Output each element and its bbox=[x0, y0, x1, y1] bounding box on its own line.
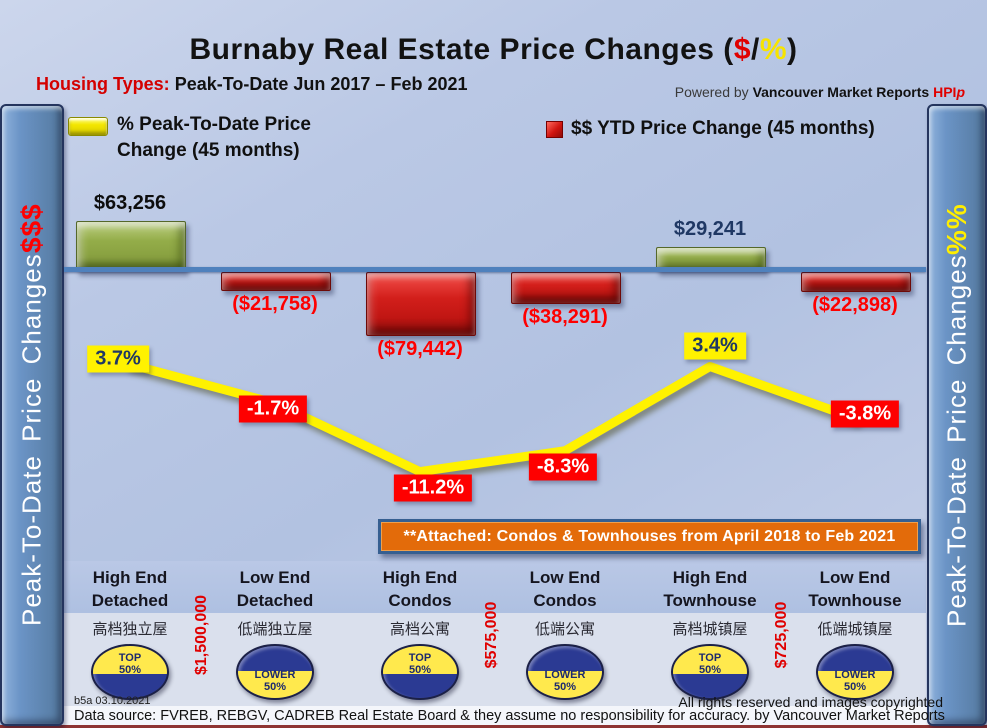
percent-signs-label: %% bbox=[941, 202, 972, 255]
hpi-p-label: p bbox=[956, 84, 965, 100]
dollar-value-label: $63,256 bbox=[93, 192, 167, 214]
dollar-value-label: ($21,758) bbox=[232, 293, 318, 315]
version-stamp: b5a 03.10.2021 bbox=[74, 695, 151, 707]
title-percent-sign: % bbox=[759, 33, 788, 66]
zero-axis-line bbox=[64, 267, 926, 272]
legend-percent-label: % Peak-To-Date Price Change (45 months) bbox=[117, 114, 311, 161]
attached-note-banner: **Attached: Condos & Townhouses from Apr… bbox=[378, 519, 921, 554]
dollar-signs-label: $$$ bbox=[16, 203, 47, 254]
title-slash: / bbox=[751, 33, 760, 66]
dollar-bar bbox=[801, 272, 911, 292]
dollar-bar bbox=[366, 272, 476, 336]
dollar-value-label: ($22,898) bbox=[812, 294, 898, 316]
powered-prefix: Powered by bbox=[674, 84, 753, 100]
left-axis-text: Peak-To-Date Price Changes bbox=[16, 253, 47, 627]
dollar-bar bbox=[76, 221, 186, 272]
title-text: Burnaby Real Estate Price Changes ( bbox=[189, 33, 734, 66]
left-axis-sidebar: Peak-To-Date Price Changes $$$ bbox=[0, 104, 64, 726]
dollar-bar bbox=[511, 272, 621, 304]
page-title: Burnaby Real Estate Price Changes ($/%) bbox=[0, 33, 987, 67]
hpi-label: HPI bbox=[933, 84, 957, 100]
percent-line bbox=[125, 359, 860, 477]
lower-band bbox=[64, 613, 926, 707]
powered-by: Powered by Vancouver Market Reports HPIp bbox=[675, 84, 965, 100]
percent-label: -11.2% bbox=[393, 474, 473, 502]
percent-label: 3.7% bbox=[87, 345, 149, 373]
right-axis-sidebar: Peak-To-Date Price Changes %% bbox=[927, 104, 987, 726]
right-axis-text: Peak-To-Date Price Changes bbox=[941, 254, 972, 628]
data-source-notice: Data source: FVREB, REBGV, CADREB Real E… bbox=[74, 708, 945, 724]
bottom-border bbox=[0, 725, 987, 728]
dollar-value-label: ($38,291) bbox=[522, 306, 608, 328]
category-band bbox=[64, 561, 926, 613]
percent-label: -8.3% bbox=[528, 453, 598, 481]
period-label: Peak-To-Date Jun 2017 – Feb 2021 bbox=[169, 74, 468, 94]
footer-strip bbox=[30, 706, 956, 725]
brand-name: Vancouver Market Reports bbox=[752, 84, 934, 100]
title-dollar-sign: $ bbox=[733, 33, 751, 66]
legend-dollar-series: $$ YTD Price Change (45 months) bbox=[546, 118, 875, 140]
legend-percent-series: % Peak-To-Date Price Change (45 months) bbox=[68, 112, 311, 164]
title-close-paren: ) bbox=[787, 33, 798, 66]
yellow-bar-swatch-icon bbox=[68, 117, 108, 136]
right-axis-title: Peak-To-Date Price Changes %% bbox=[929, 106, 985, 724]
dollar-value-label: ($79,442) bbox=[377, 338, 463, 360]
dollar-value-label: $29,241 bbox=[673, 218, 747, 240]
percent-label: 3.4% bbox=[684, 332, 746, 360]
percent-label: -3.8% bbox=[830, 400, 900, 428]
red-square-swatch-icon bbox=[546, 120, 563, 138]
left-axis-title: Peak-To-Date Price Changes $$$ bbox=[2, 106, 62, 724]
legend-dollar-label: $$ YTD Price Change (45 months) bbox=[571, 118, 875, 139]
percent-label: -1.7% bbox=[238, 395, 308, 423]
dollar-bar bbox=[221, 272, 331, 291]
attached-note-text: **Attached: Condos & Townhouses from Apr… bbox=[403, 527, 896, 545]
housing-types-label: Housing Types: bbox=[36, 74, 170, 94]
subtitle: Housing Types: Peak-To-Date Jun 2017 – F… bbox=[36, 74, 468, 95]
